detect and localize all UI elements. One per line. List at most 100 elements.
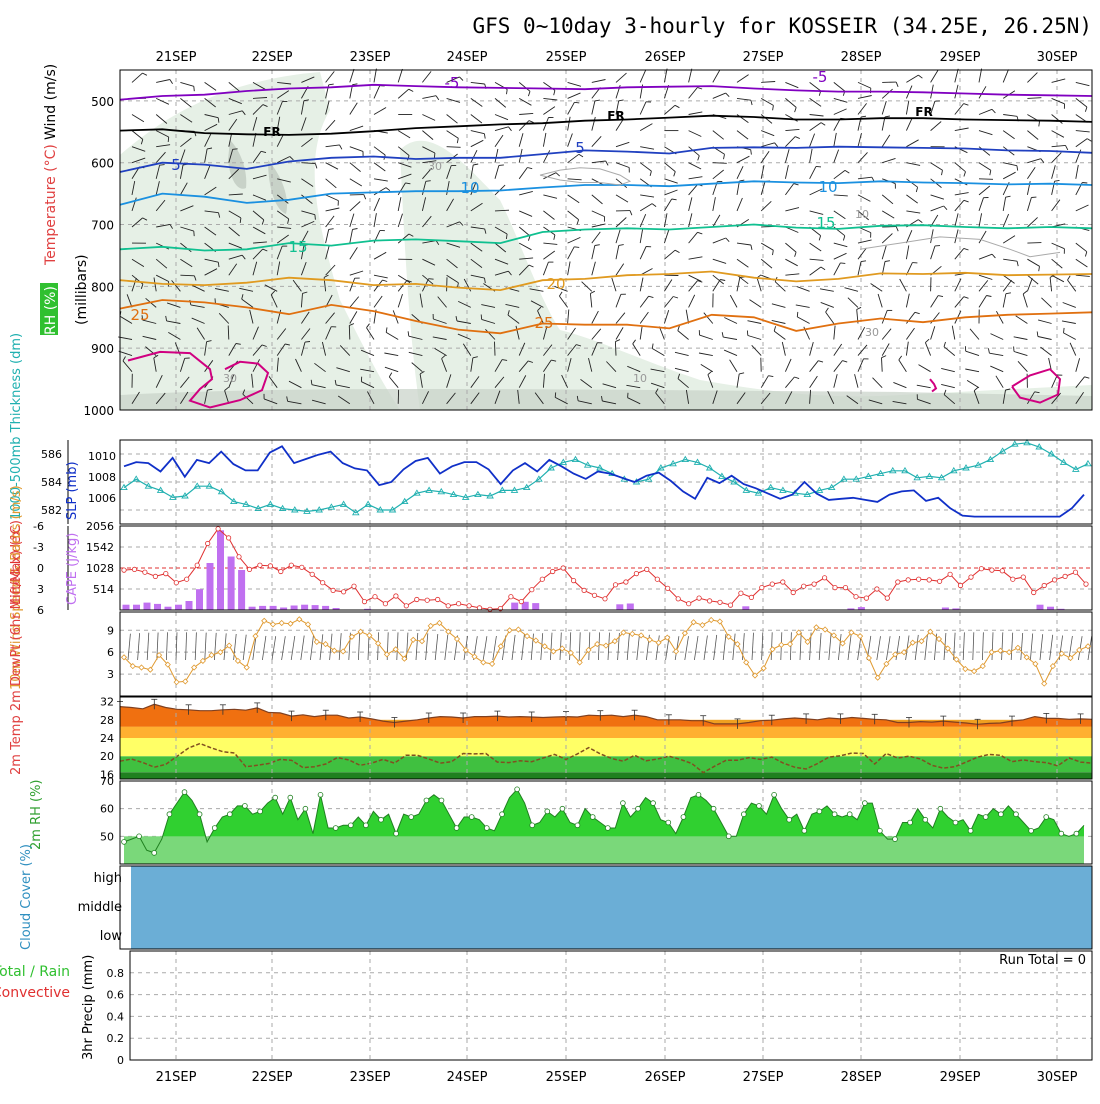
lifted-point-64 (791, 590, 795, 594)
rh2m-point-60 (575, 823, 580, 828)
lifted-point-48 (624, 580, 628, 584)
ylabel-cloud: Cloud Cover (%) (19, 844, 34, 950)
contour-label-5: 5 (171, 156, 181, 174)
lifted-point-35 (488, 607, 492, 611)
ylabel-rh: RH (%) (43, 286, 59, 335)
date-top-0: 21SEP (156, 50, 197, 65)
rh2m-point-8 (182, 790, 187, 795)
lifted-point-8 (206, 541, 210, 545)
wind-barb-531 (555, 392, 556, 397)
lifted-point-76 (917, 577, 921, 581)
lifted-point-82 (979, 567, 983, 571)
cape-bar-3 (154, 604, 161, 610)
lifted-point-31 (446, 604, 450, 608)
rh2m-base-band (124, 836, 1084, 864)
rh2m-point-90 (802, 828, 807, 833)
lifted-point-5 (174, 581, 178, 585)
lifted-point-29 (425, 598, 429, 602)
lifted-point-1 (132, 567, 136, 571)
lifted-tick-3: 3 (37, 583, 44, 596)
rh2m-point-14 (227, 812, 232, 817)
lifted-point-78 (937, 579, 941, 583)
rh2m-point-42 (439, 798, 444, 803)
precip-tick-3: 0.6 (107, 989, 125, 1002)
lifted-point-44 (582, 588, 586, 592)
rh2m-point-98 (862, 801, 867, 806)
contour-label-9: 15 (288, 238, 307, 256)
date-top-8: 29SEP (940, 50, 981, 65)
rh2m-point-118 (1014, 812, 1019, 817)
thickness-tick-1: 584 (41, 476, 62, 489)
contour-label-10: 15 (816, 214, 835, 232)
lifted-point-47 (613, 583, 617, 587)
wind-barb-273 (349, 326, 350, 340)
lifted-tick-4: 6 (37, 604, 44, 617)
cape-bar-18 (312, 605, 319, 610)
cape-tick-0: 514 (93, 583, 114, 596)
date-top-3: 24SEP (447, 50, 488, 65)
precip-label-total: Total / Rain (0, 964, 70, 980)
date-bottom-4: 25SEP (546, 1070, 587, 1085)
wind-barb-1049 (1027, 243, 1041, 244)
temp-tick-1: 20 (100, 750, 114, 763)
cape-bar-14 (270, 606, 277, 610)
lifted-point-55 (697, 596, 701, 600)
slp-tick-1: 1008 (88, 471, 116, 484)
lifted-point-85 (1011, 577, 1015, 581)
rh2m-point-66 (621, 801, 626, 806)
rh2m-point-0 (122, 840, 127, 845)
cape-bar-87 (1037, 605, 1044, 610)
date-bottom-9: 30SEP (1037, 1070, 1078, 1085)
lifted-point-20 (331, 588, 335, 592)
date-top-7: 28SEP (841, 50, 882, 65)
wind-barb-1114 (1064, 328, 1065, 333)
contour-label-0: -5 (445, 74, 460, 92)
lifted-point-41 (551, 569, 555, 573)
rh2m-point-126 (1074, 831, 1079, 836)
lifted-point-3 (153, 574, 157, 578)
lifted-point-22 (352, 584, 356, 588)
cape-bar-13 (259, 606, 266, 610)
lifted-point-39 (530, 588, 534, 592)
wind-barb-443 (495, 342, 496, 356)
wind-barb-429 (499, 165, 504, 166)
pressure-tick-0: 500 (91, 95, 114, 109)
rh2m-point-100 (878, 828, 883, 833)
rh-tick-1: 60 (100, 803, 114, 816)
wind-barb-519 (574, 247, 579, 248)
pressure-tick-1: 600 (91, 157, 114, 171)
wind-barb-342 (434, 153, 435, 158)
cape-bar-59 (742, 606, 749, 610)
lifted-point-66 (812, 582, 816, 586)
lifted-point-23 (362, 599, 366, 603)
rh2m-point-80 (726, 834, 731, 839)
lifted-point-60 (749, 595, 753, 599)
lifted-point-70 (854, 595, 858, 599)
precip-label-convective: Convective (0, 985, 70, 1001)
rh2m-point-2 (137, 834, 142, 839)
rh2m-point-120 (1029, 828, 1034, 833)
wind-barb-354 (429, 279, 434, 280)
lifted-point-75 (906, 578, 910, 582)
date-top-5: 26SEP (645, 50, 686, 65)
wind-barb-72 (180, 275, 194, 276)
rh2m-point-6 (167, 812, 172, 817)
rh2m-point-26 (318, 792, 323, 797)
lifted-point-2 (143, 570, 147, 574)
rh2m-point-102 (893, 837, 898, 842)
lifted-point-30 (436, 597, 440, 601)
wind-barb-33 (168, 137, 169, 142)
rh2m-point-68 (636, 806, 641, 811)
wind10m-ticks: 369 (107, 624, 114, 681)
rh-tick-2: 70 (100, 775, 114, 788)
date-bottom-1: 22SEP (252, 1070, 293, 1085)
rh2m-point-122 (1044, 815, 1049, 820)
pressure-tick-5: 1000 (83, 404, 114, 418)
rh2m-point-10 (197, 812, 202, 817)
lifted-point-26 (394, 594, 398, 598)
lifted-point-12 (247, 567, 251, 571)
contour-label-6: 5 (575, 139, 585, 157)
